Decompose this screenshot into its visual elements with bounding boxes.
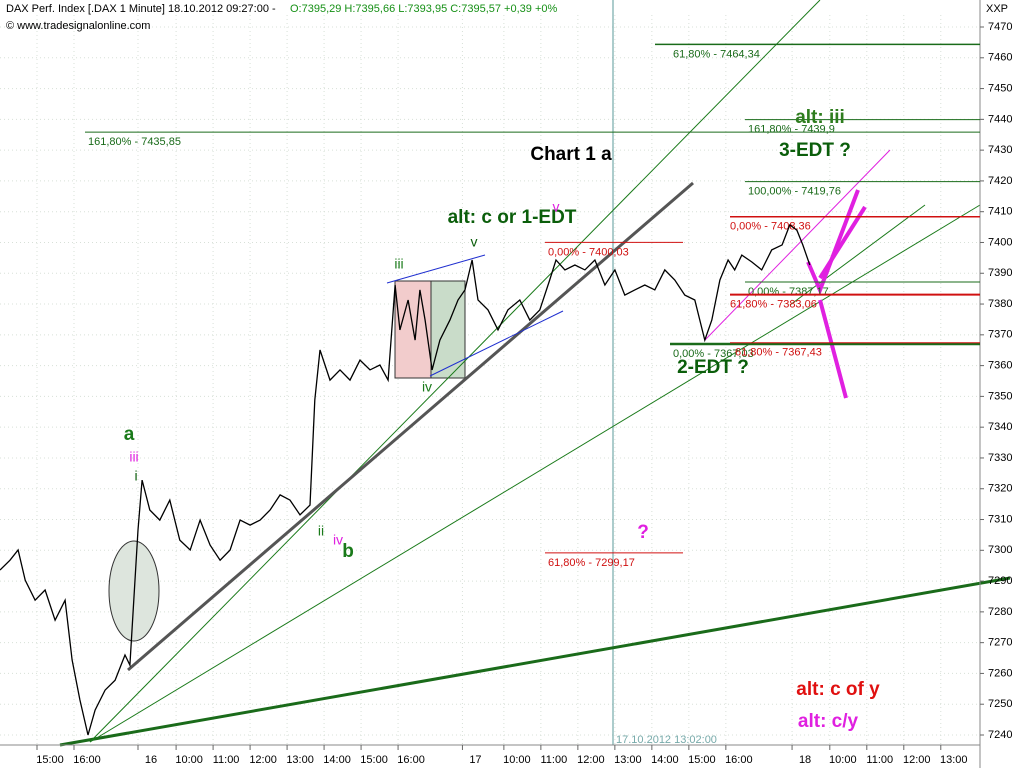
y-tick-label: 7350 [988, 390, 1012, 402]
annotation: Chart 1 a [530, 144, 612, 165]
wave-label: v [553, 199, 560, 215]
x-tick-label: 11:00 [213, 754, 240, 766]
wave-label: a [124, 424, 135, 445]
y-tick-label: 7270 [988, 637, 1012, 649]
y-tick-label: 7240 [988, 729, 1012, 741]
annotation: alt: c/y [798, 711, 859, 732]
x-tick-label: 10:00 [503, 754, 531, 766]
y-tick-label: 7420 [988, 175, 1012, 187]
y-tick-label: 7290 [988, 575, 1012, 587]
y-tick-label: 7310 [988, 513, 1012, 525]
x-tick-label: 10:00 [175, 754, 203, 766]
x-tick-label: 13:00 [940, 754, 968, 766]
y-tick-label: 7470 [988, 21, 1012, 33]
y-tick-label: 7460 [988, 52, 1012, 64]
level-label: 100,00% - 7419,76 [748, 186, 841, 198]
x-tick-label: 11:00 [541, 754, 568, 766]
axis-code: XXP [986, 3, 1008, 15]
level-label: 0,00% - 7400,03 [548, 246, 629, 258]
projection [818, 299, 848, 399]
wave-label: iv [333, 532, 343, 548]
annotation: 3-EDT ? [779, 140, 851, 161]
header: DAX Perf. Index [.DAX 1 Minute] 18.10.20… [6, 3, 276, 15]
x-tick-label: 11:00 [866, 754, 893, 766]
y-tick-label: 7300 [988, 544, 1012, 556]
level-label: 61,80% - 7383,06 [730, 299, 817, 311]
y-tick-label: 7450 [988, 82, 1012, 94]
y-tick-label: 7320 [988, 483, 1012, 495]
x-tick-label: 16:00 [397, 754, 425, 766]
x-tick-label: 10:00 [829, 754, 857, 766]
x-tick-label: 12:00 [249, 754, 277, 766]
level-label: 0,00% - 7367,03 [673, 348, 754, 360]
wave-label: ? [637, 522, 649, 543]
trendline [89, 0, 821, 743]
source: © www.tradesignalonline.com [6, 20, 150, 32]
projection [806, 189, 860, 296]
x-tick-label: 18 [799, 754, 811, 766]
x-tick-label: 13:00 [286, 754, 314, 766]
annotation: 2-EDT ? [677, 357, 749, 378]
y-tick-label: 7390 [988, 267, 1012, 279]
y-tick-label: 7380 [988, 298, 1012, 310]
trendline [59, 576, 1011, 747]
x-tick-label: 12:00 [577, 754, 605, 766]
annotation: alt: c of y [796, 679, 880, 700]
y-tick-label: 7430 [988, 144, 1012, 156]
projection [818, 205, 867, 280]
y-tick-label: 7440 [988, 113, 1012, 125]
wave-label: ii [318, 523, 324, 539]
y-tick-label: 7340 [988, 421, 1012, 433]
level-label: 0,00% - 7408,36 [730, 221, 811, 233]
wedge-line [386, 254, 486, 284]
price-line [0, 223, 811, 736]
x-tick-label: 12:00 [903, 754, 931, 766]
level-label: 0,00% - 7387,17 [748, 286, 829, 298]
level-label: 61,80% - 7299,17 [548, 557, 635, 569]
x-tick-label: 15:00 [360, 754, 388, 766]
y-tick-label: 7260 [988, 667, 1012, 679]
wave-label: iii [394, 256, 403, 272]
annotation: alt: iii [795, 107, 845, 128]
ohlc: O:7395,29 H:7395,66 L:7393,95 C:7395,57 … [290, 3, 557, 15]
x-tick-label: 16 [145, 754, 157, 766]
level-label: 61,80% - 7464,34 [673, 48, 760, 60]
level-label: 161,80% - 7439,9 [748, 124, 835, 136]
y-tick-label: 7250 [988, 698, 1012, 710]
y-tick-label: 7410 [988, 206, 1012, 218]
wave-label: iii [129, 449, 138, 465]
y-tick-label: 7280 [988, 606, 1012, 618]
wave-label: iv [422, 379, 432, 395]
x-tick-label: 14:00 [651, 754, 679, 766]
cursor-label: 17.10.2012 13:02:00 [616, 734, 717, 746]
x-tick-label: 14:00 [323, 754, 351, 766]
annotation: alt: c or 1-EDT [448, 207, 577, 228]
y-tick-label: 7330 [988, 452, 1012, 464]
wave-label: i [134, 468, 137, 484]
level-label: 161,80% - 7435,85 [88, 136, 181, 148]
trendline [127, 181, 694, 672]
y-tick-label: 7400 [988, 236, 1012, 248]
x-tick-label: 13:00 [614, 754, 642, 766]
wave-label: b [342, 541, 354, 562]
x-tick-label: 17 [469, 754, 481, 766]
y-tick-label: 7360 [988, 360, 1012, 372]
wave-label: v [471, 234, 478, 250]
x-tick-label: 16:00 [725, 754, 753, 766]
x-tick-label: 15:00 [36, 754, 64, 766]
x-tick-label: 15:00 [688, 754, 716, 766]
y-tick-label: 7370 [988, 329, 1012, 341]
x-tick-label: 16:00 [73, 754, 101, 766]
level-label: 61,80% - 7367,43 [735, 347, 822, 359]
channel-line [789, 204, 926, 306]
box-green [430, 280, 466, 379]
wedge-line [429, 310, 564, 377]
annotations: Chart 1 a alt: c or 1-EDT alt: iii 3-EDT… [124, 107, 880, 732]
